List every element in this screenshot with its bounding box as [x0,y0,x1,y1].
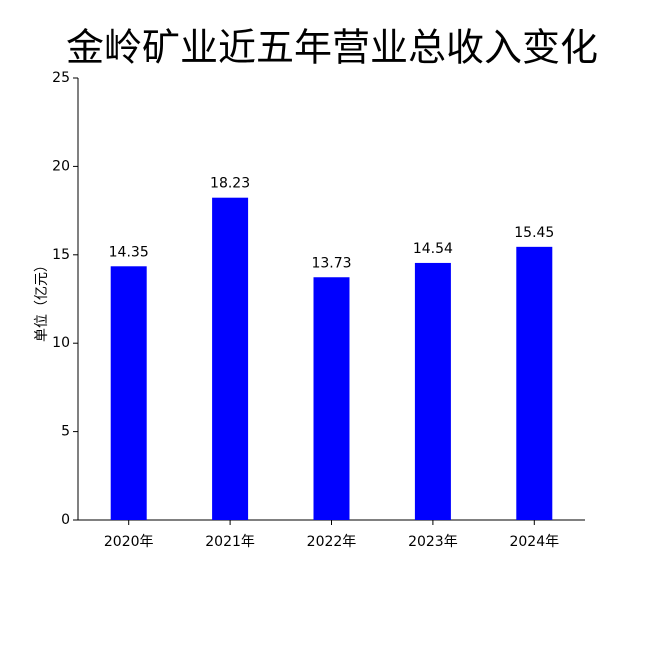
x-tick-label: 2022年 [307,534,357,550]
x-tick-label: 2021年 [205,534,255,550]
data-label: 18.23 [210,176,250,192]
y-tick-label: 20 [52,158,70,174]
data-label: 13.73 [311,255,351,271]
x-tick-label: 2020年 [104,534,154,550]
y-tick-label: 0 [61,512,70,528]
bar [414,262,451,520]
y-tick-label: 5 [61,424,70,440]
data-label: 14.54 [413,241,453,257]
y-tick-label: 15 [52,247,70,263]
bar [313,277,350,520]
bar [516,246,553,520]
x-tick-label: 2024年 [509,534,559,550]
data-label: 15.45 [514,225,554,241]
y-tick-label: 10 [52,335,70,351]
chart-title: 金岭矿业近五年营业总收入变化 [66,26,598,70]
data-label: 14.35 [109,244,149,260]
x-tick-label: 2023年 [408,534,458,550]
y-tick-label: 25 [52,70,70,86]
y-axis-label: 单位（亿元） [34,258,50,342]
bar [212,197,249,520]
bar [110,266,147,520]
